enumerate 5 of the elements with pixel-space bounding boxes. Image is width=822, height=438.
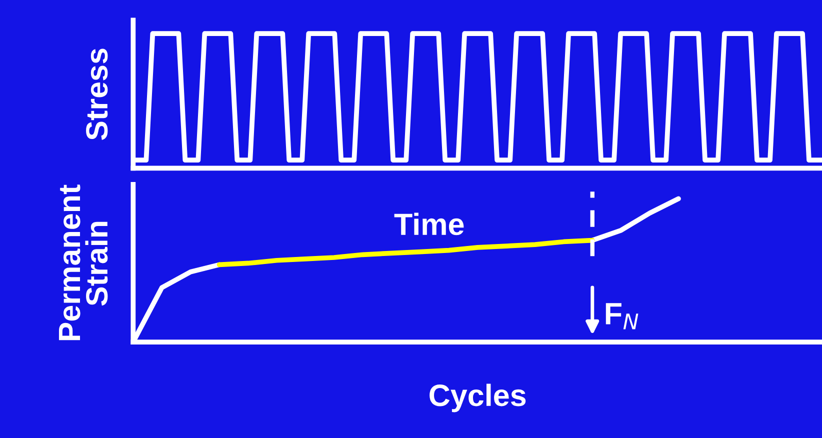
annotation: Time [394,212,464,236]
x-axis-title: Cycles [430,384,526,412]
y-axis-title: Permanent Strain [58,184,108,340]
y-axis-title: Stress [86,48,108,140]
annotation: F$_{N}$ [606,303,638,330]
